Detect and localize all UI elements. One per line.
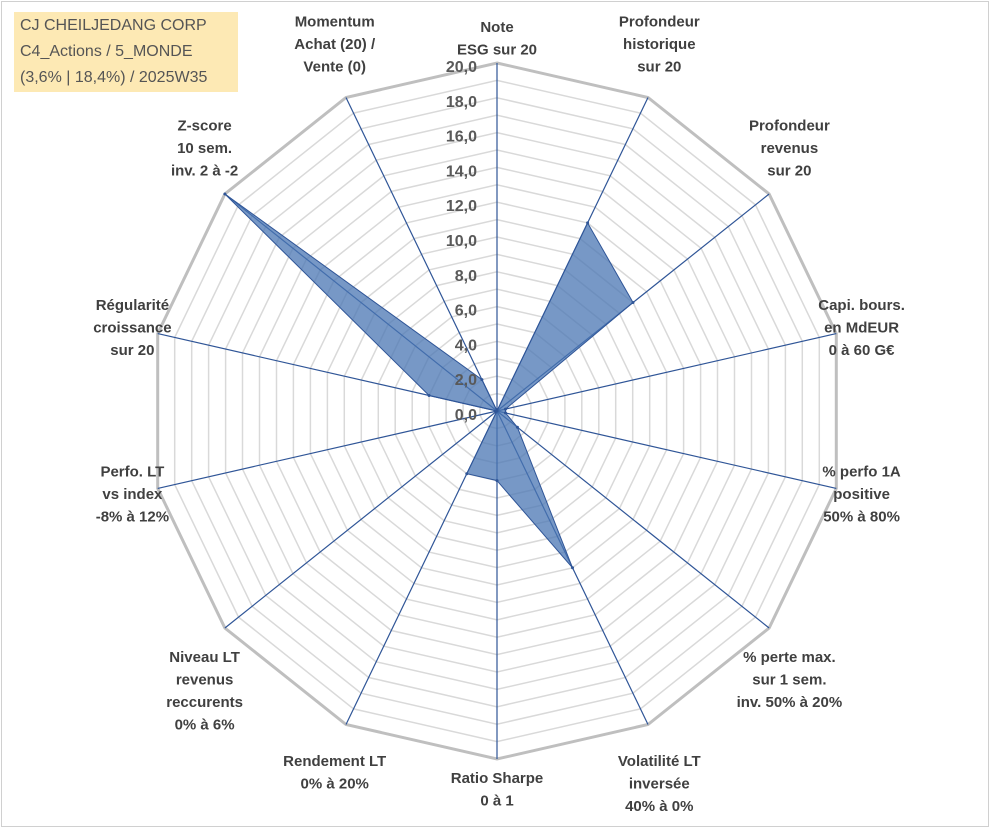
series-point: [631, 301, 635, 304]
axis-label-line: Perfo. LT: [100, 464, 164, 481]
axis-label: Capi. bours. en MdEUR 0 à 60 G€: [818, 297, 905, 359]
axis-label-line: sur 20: [767, 162, 811, 179]
tick-label: 18,0: [446, 94, 477, 111]
series-point: [465, 472, 469, 476]
tick-label: 6,0: [455, 303, 477, 320]
axis-label-line: Momentum: [295, 14, 375, 31]
axis-label-line: 0% à 6%: [175, 717, 235, 734]
axis-label-line: en MdEUR: [824, 320, 899, 337]
axis-label: Volatilité LT inversée 40% à 0%: [618, 753, 701, 815]
axis-label: Ratio Sharpe 0 à 1: [451, 770, 544, 810]
axis-label-line: 50% à 80%: [823, 509, 900, 526]
series-area: [224, 193, 634, 569]
axis-label-line: vs index: [102, 486, 163, 503]
axis-label-line: ESG sur 20: [457, 42, 537, 59]
axis-label-line: inversée: [629, 776, 690, 793]
axis-label: Note ESG sur 20: [457, 19, 537, 59]
series-layer: [223, 192, 635, 570]
axis-label-line: % perfo 1A: [822, 464, 901, 481]
axis-label-line: sur 1 sem.: [752, 672, 826, 689]
axis-label-line: reccurents: [166, 694, 243, 711]
axis-label: Régularité croissance sur 20: [93, 297, 171, 359]
tick-label: 10,0: [446, 233, 477, 250]
series-point: [586, 221, 590, 225]
axis-label-line: historique: [623, 36, 696, 53]
tick-label: 20,0: [446, 59, 477, 76]
axis-label-line: sur 20: [637, 59, 681, 76]
tick-label: 0,0: [455, 407, 477, 424]
axis-label-line: Note: [480, 19, 513, 36]
axis-label: Rendement LT 0% à 20%: [283, 753, 386, 793]
axis-spoke: [157, 410, 498, 489]
axis-label-line: % perte max.: [743, 649, 836, 666]
axis-label-line: inv. 50% à 20%: [737, 694, 843, 711]
axis-spoke: [345, 97, 498, 412]
axis-label-line: 10 sem.: [177, 140, 232, 157]
axis-spoke: [224, 410, 498, 629]
axis-label: Z-score 10 sem. inv. 2 à -2: [171, 117, 238, 179]
tick-label: 2,0: [455, 372, 477, 389]
axis-label-line: Capi. bours.: [818, 297, 905, 314]
axis-label-line: Profondeur: [749, 117, 830, 134]
series-point: [480, 378, 484, 382]
series-point: [495, 409, 499, 413]
tick-label: 12,0: [446, 198, 477, 215]
axis-label-line: 0% à 20%: [301, 776, 369, 793]
axis-label-line: 0 à 1: [480, 793, 513, 810]
axis-label: Profondeur revenus sur 20: [749, 117, 830, 179]
label-layer: Note ESG sur 20 Profondeur historique sur 20…: [93, 14, 905, 816]
tick-label: 4,0: [455, 337, 477, 354]
series-point: [571, 566, 574, 570]
info-box: CJ CHEILJEDANG CORP C4_Actions / 5_MONDE…: [14, 12, 238, 92]
axis-label-line: Ratio Sharpe: [451, 770, 544, 787]
category-label: C4_Actions / 5_MONDE: [20, 43, 193, 60]
series-point: [427, 394, 431, 397]
axis-label-line: -8% à 12%: [96, 509, 169, 526]
tick-layer: 0,0 2,0 4,0 6,0 8,0 10,0 12,0 14,0 16,0 18,0 20,0: [446, 59, 477, 424]
axis-label-line: revenus: [761, 140, 819, 157]
axis-spoke: [496, 333, 837, 412]
series-point: [504, 411, 507, 415]
axis-label-line: positive: [833, 486, 890, 503]
axis-label-line: 0 à 60 G€: [829, 342, 896, 359]
axis-label-line: Z-score: [178, 117, 232, 134]
axis-label: % perfo 1A positive 50% à 80%: [822, 464, 901, 526]
tick-label: 8,0: [455, 268, 477, 285]
axis-label-line: Niveau LT: [169, 649, 240, 666]
axis-label-line: Profondeur: [619, 14, 700, 31]
axis-label-line: Volatilité LT: [618, 753, 701, 770]
axis-label: Niveau LT revenus reccurents 0% à 6%: [166, 649, 243, 734]
axis-label: Perfo. LT vs index -8% à 12%: [96, 464, 169, 526]
axis-spoke: [496, 410, 770, 629]
tick-label: 14,0: [446, 163, 477, 180]
series-point: [504, 407, 507, 411]
axis-label: Momentum Achat (20) / Vente (0): [294, 14, 376, 76]
stats-label: (3,6% | 18,4%) / 2025W35: [20, 69, 208, 86]
company-name: CJ CHEILJEDANG CORP: [20, 17, 207, 34]
axis-label-line: 40% à 0%: [625, 798, 693, 815]
axis-label: % perte max. sur 1 sem. inv. 50% à 20%: [737, 649, 843, 711]
axis-label-line: Vente (0): [303, 59, 366, 76]
series-point: [495, 479, 499, 483]
axis-label-line: Régularité: [96, 297, 169, 314]
axis-label: Profondeur historique sur 20: [619, 14, 700, 76]
axis-spoke: [496, 410, 837, 489]
series-point: [515, 425, 519, 429]
axis-label-line: croissance: [93, 320, 171, 337]
axis-label-line: Rendement LT: [283, 753, 386, 770]
axis-label-line: inv. 2 à -2: [171, 162, 238, 179]
tick-label: 16,0: [446, 129, 477, 146]
axis-label-line: revenus: [176, 672, 234, 689]
axis-label-line: Achat (20) /: [294, 36, 376, 53]
series-point: [223, 192, 227, 196]
axis-label-line: sur 20: [110, 342, 154, 359]
